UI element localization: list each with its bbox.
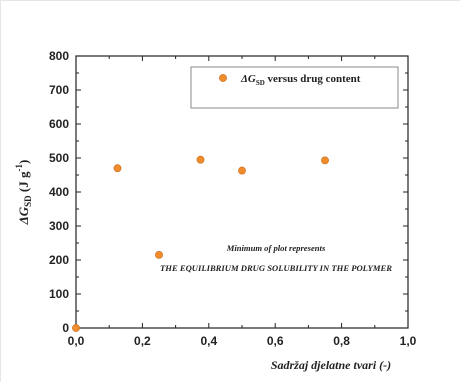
data-point (321, 156, 329, 165)
legend-label-subscript: SD (256, 79, 265, 87)
axis-ticks: 0,0 0,2 0,4 0,6 0,8 1,0 0 100 200 300 400 500 600 700… (49, 49, 417, 348)
y-axis-title-close: ) (16, 160, 31, 164)
y-tick-label: 0 (62, 321, 69, 335)
y-tick-label: 300 (49, 219, 69, 233)
legend-label-suffix: versus drug content (265, 73, 361, 85)
x-tick-label: 0,0 (68, 334, 85, 348)
data-point (72, 324, 80, 332)
y-tick-label: 500 (49, 151, 69, 165)
legend-box (190, 66, 399, 109)
annotation-line-2: THE EQUILIBRIUM DRUG SOLUBILITY IN THE P… (160, 263, 392, 273)
y-axis-title-prefix: ΔG (16, 206, 31, 225)
annotation-line-1: Minimum of plot represents (226, 243, 326, 253)
x-tick-label: 0,4 (200, 334, 217, 348)
y-tick-label: 100 (49, 287, 69, 301)
y-axis-title-subscript: SD (23, 195, 33, 207)
data-point (113, 164, 122, 173)
x-tick-label: 0,6 (267, 334, 284, 348)
y-tick-label: 800 (49, 49, 69, 63)
y-tick-label: 700 (49, 83, 69, 97)
legend-label: ΔGSD versus drug content (240, 73, 361, 87)
legend-marker (219, 74, 227, 82)
x-tick-label: 1,0 (400, 334, 417, 348)
y-tick-label: 400 (49, 185, 69, 199)
y-axis-title: ΔGSD (J g-1) (14, 160, 33, 226)
data-point (238, 166, 246, 175)
data-point (196, 155, 205, 164)
x-tick-label: 0,2 (134, 334, 151, 348)
x-axis-title: Sadržaj djelatne tvari (-) (271, 358, 391, 372)
x-tick-label: 0,8 (333, 334, 350, 348)
y-tick-label: 200 (49, 253, 69, 267)
data-points (72, 155, 329, 332)
data-point (155, 250, 163, 259)
y-axis-title-suffix: (J g (16, 171, 31, 195)
y-axis-title-superscript: -1 (14, 163, 24, 171)
legend-label-prefix: ΔG (240, 73, 256, 85)
y-tick-label: 600 (49, 117, 69, 131)
